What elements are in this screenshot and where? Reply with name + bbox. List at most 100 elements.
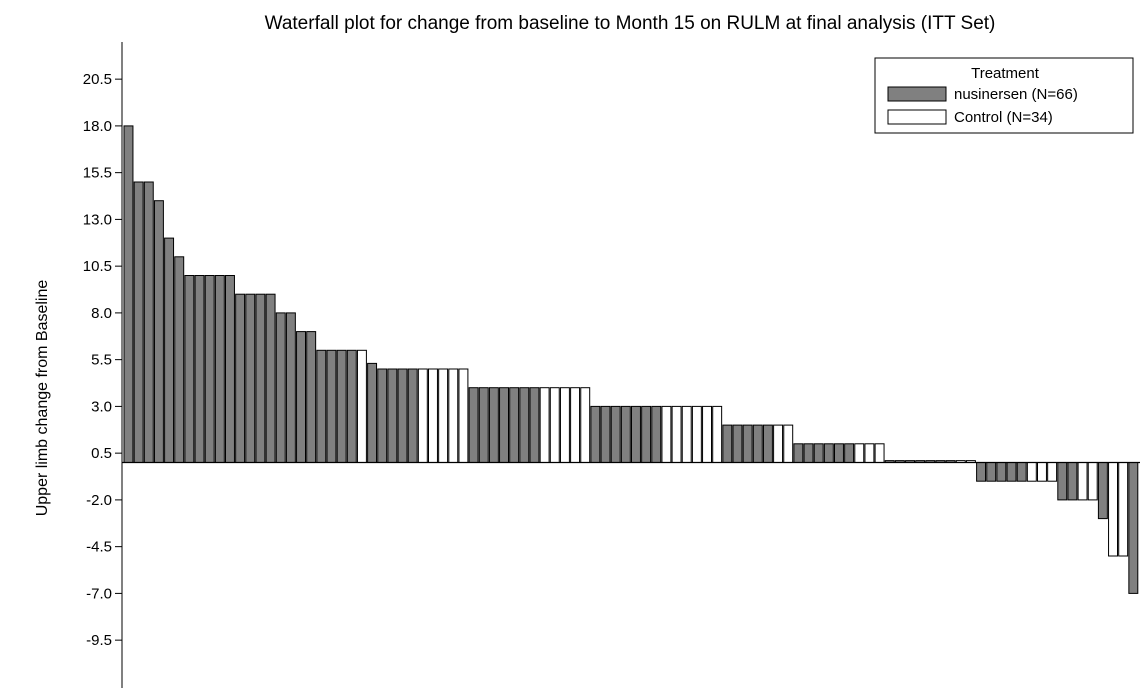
bar-36 xyxy=(478,387,489,464)
bar-71 xyxy=(834,443,844,463)
bar-11 xyxy=(225,275,235,463)
bar-35 xyxy=(468,387,479,464)
bar-87 xyxy=(996,462,1007,482)
bar-66 xyxy=(783,424,794,464)
bar-64 xyxy=(762,424,773,464)
bar-39 xyxy=(509,387,520,464)
bar-30 xyxy=(417,368,428,463)
bar-19 xyxy=(306,331,317,463)
bar-47 xyxy=(590,405,601,463)
y-axis: 20.5 18.0 15.5 13.0 10.5 8.0 5.5 3.0 0.5 -2.0 -4.5… xyxy=(83,42,1140,688)
bar-56 xyxy=(681,405,692,463)
legend-title: Treatment xyxy=(971,65,1040,82)
bar-99 xyxy=(1118,462,1129,557)
bar-72 xyxy=(844,443,855,463)
bar-28 xyxy=(397,368,408,463)
y-tick-label: 18.0 xyxy=(83,118,112,135)
bar-74 xyxy=(864,443,875,463)
bar-55 xyxy=(671,405,682,463)
bar-48 xyxy=(600,405,611,463)
bar-44 xyxy=(559,387,570,464)
bar-86 xyxy=(986,462,997,482)
bar-85 xyxy=(976,462,987,482)
bar-88 xyxy=(1006,462,1017,482)
bar-23 xyxy=(346,349,357,463)
y-tick-label: 15.5 xyxy=(83,165,112,182)
bar-32 xyxy=(438,368,449,463)
bar-59 xyxy=(712,405,723,463)
bar-22 xyxy=(336,349,347,463)
bar-29 xyxy=(407,368,418,463)
y-tick-label: -4.5 xyxy=(86,539,112,556)
bar-94 xyxy=(1067,462,1078,501)
bar-92 xyxy=(1047,462,1058,482)
y-tick-label: 13.0 xyxy=(83,211,112,228)
bar-21 xyxy=(326,349,337,463)
bar-60 xyxy=(722,424,733,464)
bar-37 xyxy=(488,387,499,464)
bar-42 xyxy=(539,387,550,464)
bar-16 xyxy=(275,312,286,463)
bar-20 xyxy=(316,349,327,463)
bar-38 xyxy=(499,387,509,464)
bar-2 xyxy=(133,181,144,463)
bar-61 xyxy=(732,424,743,464)
bar-98 xyxy=(1108,462,1119,557)
bar-67 xyxy=(793,443,804,463)
legend-swatch-control xyxy=(887,109,947,125)
bar-1 xyxy=(123,125,134,464)
bar-24 xyxy=(356,349,367,463)
bar-3 xyxy=(143,181,154,463)
bar-93 xyxy=(1057,462,1068,501)
bar-31 xyxy=(428,368,438,463)
bar-7 xyxy=(184,275,195,463)
bars-layer xyxy=(123,125,1139,594)
bar-10 xyxy=(214,275,225,463)
bar-9 xyxy=(204,275,215,463)
bar-53 xyxy=(651,405,662,463)
bar-43 xyxy=(549,387,560,464)
y-tick-label: 5.5 xyxy=(91,352,112,369)
bar-13 xyxy=(245,293,256,464)
y-tick-label: -7.0 xyxy=(86,585,112,602)
legend-swatch-nusinersen xyxy=(887,86,947,102)
bar-6 xyxy=(174,256,185,463)
bar-100 xyxy=(1128,462,1139,594)
legend-label-nusinersen: nusinersen (N=66) xyxy=(954,86,1078,103)
bar-45 xyxy=(570,387,581,464)
bar-69 xyxy=(813,443,824,463)
bar-63 xyxy=(752,424,763,464)
y-tick-label: 3.0 xyxy=(91,398,112,415)
bar-51 xyxy=(631,405,641,463)
bar-40 xyxy=(519,387,530,464)
y-tick-label: 0.5 xyxy=(91,445,112,462)
bar-27 xyxy=(387,368,398,463)
legend-label-control: Control (N=34) xyxy=(954,109,1053,126)
bar-68 xyxy=(803,443,814,463)
bar-89 xyxy=(1016,462,1027,482)
bar-70 xyxy=(823,443,834,463)
y-tick-label: -2.0 xyxy=(86,492,112,509)
bar-33 xyxy=(448,368,459,463)
bar-8 xyxy=(194,275,205,463)
bar-34 xyxy=(458,368,469,463)
bar-91 xyxy=(1037,462,1047,482)
bar-54 xyxy=(661,405,672,463)
y-tick-label: 8.0 xyxy=(91,305,112,322)
bar-52 xyxy=(641,405,652,463)
bar-95 xyxy=(1077,462,1088,501)
y-tick-label: 20.5 xyxy=(83,71,112,88)
y-tick-label: 10.5 xyxy=(83,258,112,275)
bar-57 xyxy=(691,405,702,463)
bar-96 xyxy=(1087,462,1098,501)
bar-18 xyxy=(296,331,306,463)
bar-14 xyxy=(255,293,266,464)
bar-12 xyxy=(235,293,246,464)
bar-41 xyxy=(529,387,540,464)
bar-90 xyxy=(1026,462,1037,482)
bar-73 xyxy=(854,443,865,463)
chart-title: Waterfall plot for change from baseline … xyxy=(265,13,996,34)
bar-50 xyxy=(620,405,631,463)
bar-25 xyxy=(367,362,378,464)
bar-75 xyxy=(874,443,885,463)
